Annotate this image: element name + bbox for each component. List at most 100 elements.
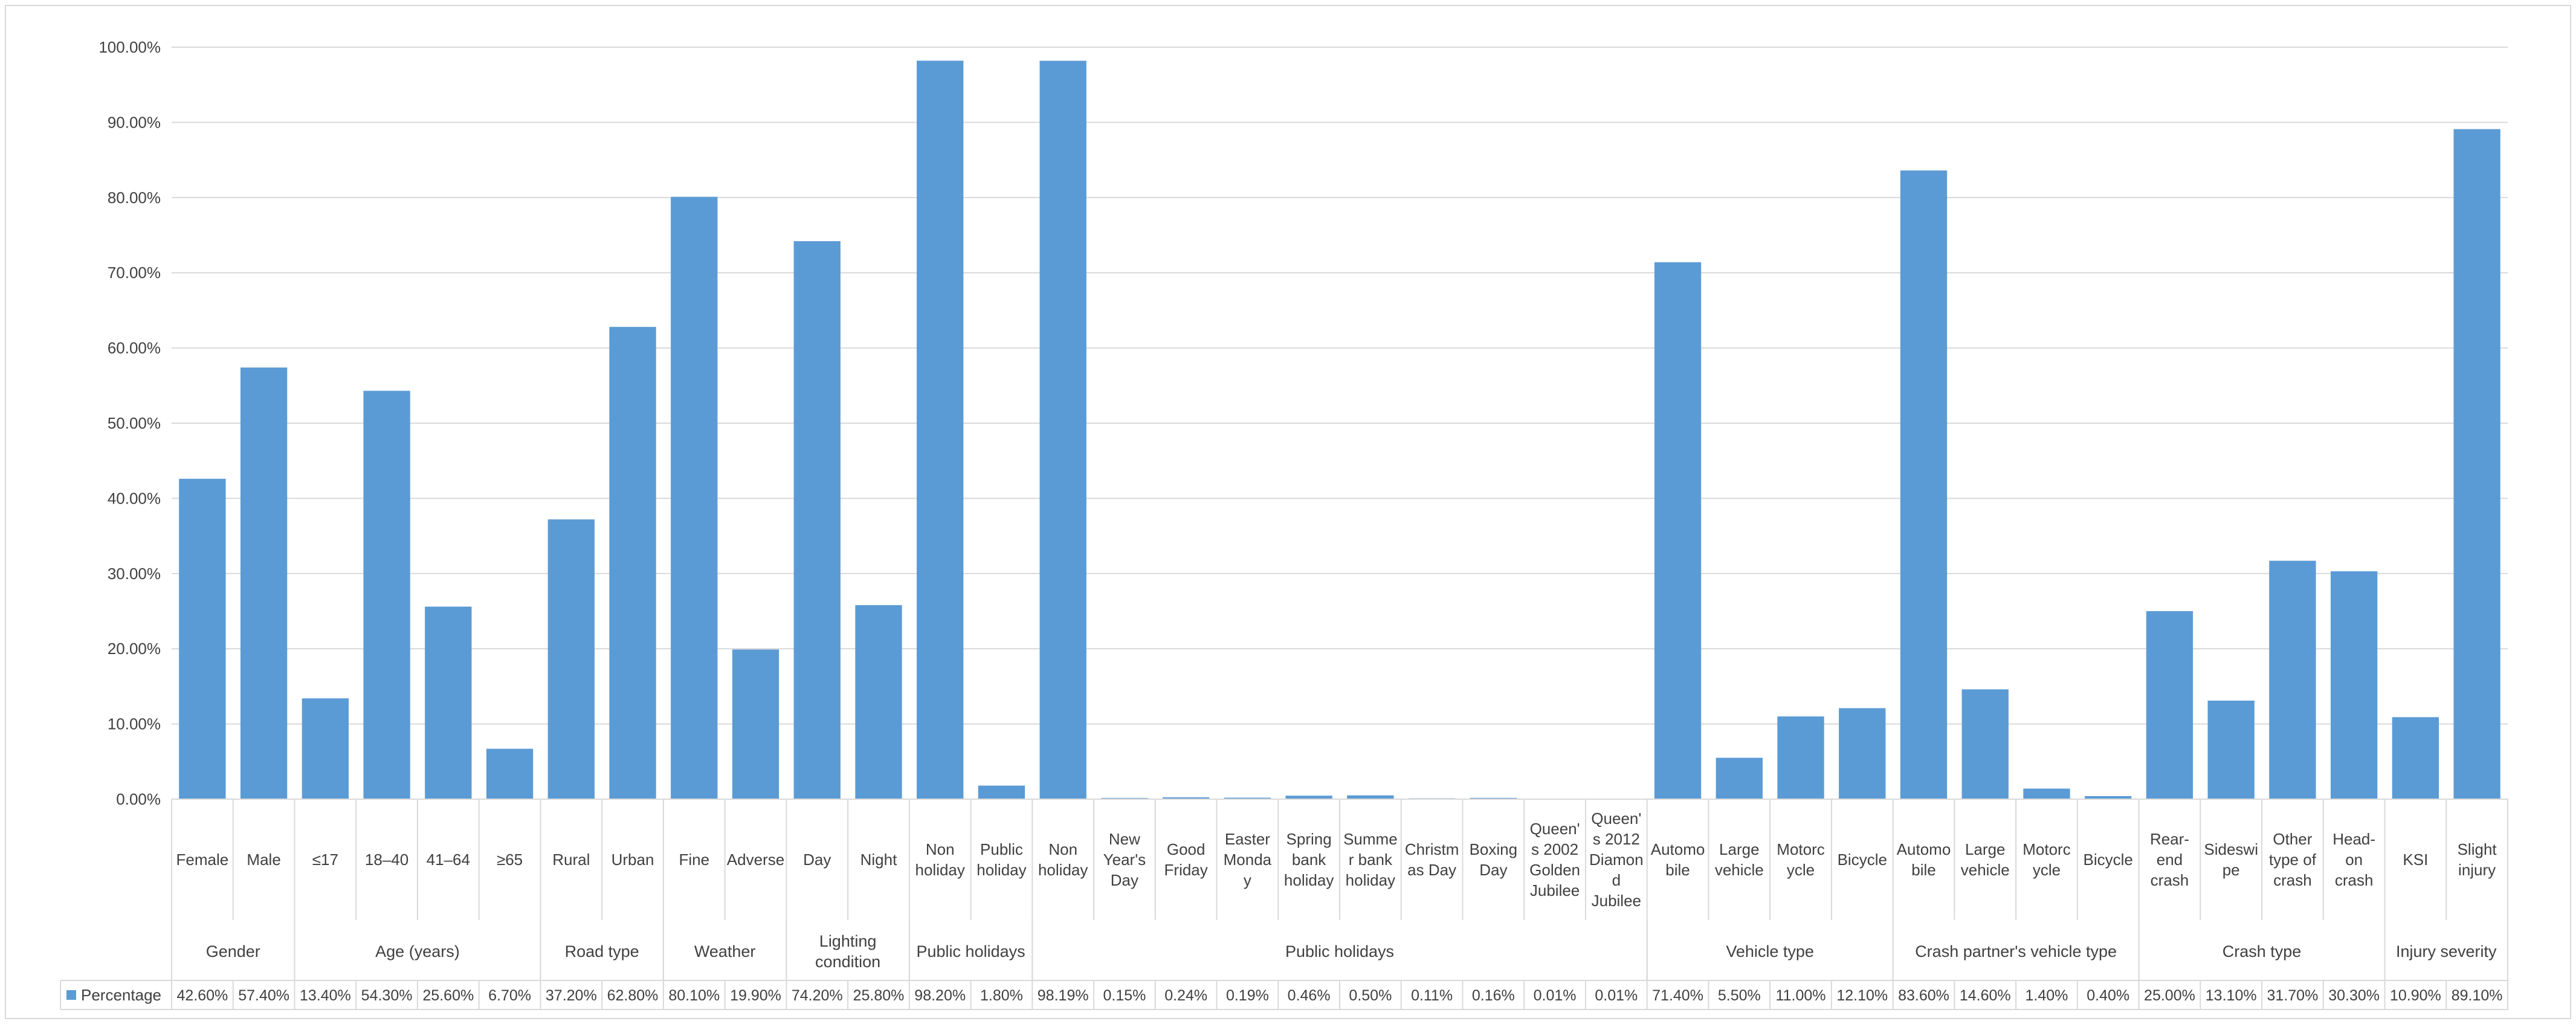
category-label: New [1109,830,1140,848]
group-label: Crash type [2223,942,2302,961]
category-label: pe [2223,861,2240,879]
bar [917,60,964,800]
category-label: vehicle [1715,861,1764,879]
table-value: 0.46% [1288,987,1331,1004]
category-label: Summe [1343,830,1398,848]
table-value: 1.40% [2026,987,2068,1004]
category-label: Rear- [2150,830,2189,848]
bar [1900,170,1948,799]
bar [302,698,349,799]
category-label: Large [1965,840,2006,858]
bar [855,605,902,799]
bar [425,606,472,799]
table-value: 10.90% [2390,987,2441,1004]
bar [2330,571,2378,799]
category-label: Good [1167,840,1206,858]
bar [2207,701,2255,799]
bar [1162,797,1210,799]
category-label: Female [176,851,229,869]
table-value: 0.40% [2087,987,2129,1004]
bar [2023,788,2070,799]
bar [2453,129,2500,800]
category-label: Queen' [1591,809,1641,828]
table-value: 0.01% [1595,987,1638,1004]
bar [1654,262,1702,799]
category-label: s 2002 [1531,840,1578,858]
group-label: Vehicle type [1726,942,1814,961]
category-label: Motorc [1777,840,1824,858]
table-value: 12.10% [1836,987,1888,1004]
category-label: Non [926,840,955,858]
table-value: 89.10% [2452,987,2503,1004]
group-label: Public holidays [1285,942,1394,961]
bar [609,326,656,799]
group-label: Gender [206,942,260,961]
category-label: Large [1719,840,1760,858]
table-value: 0.19% [1226,987,1269,1004]
table-value: 25.60% [422,987,474,1004]
table-value: 57.40% [238,987,289,1004]
y-tick-label: 100.00% [98,38,161,56]
y-tick-label: 90.00% [108,113,161,131]
bar [240,367,288,799]
category-label: Jubilee [1530,881,1580,899]
table-value: 74.20% [792,987,843,1004]
y-tick-label: 10.00% [108,715,161,733]
table-value: 54.30% [361,987,413,1004]
bar [547,519,595,799]
category-label: Spring [1286,830,1332,848]
y-tick-label: 50.00% [108,414,161,432]
y-tick-label: 20.00% [108,640,161,658]
bar [1839,708,1886,799]
y-tick-label: 0.00% [116,790,161,808]
group-label: Injury severity [2396,942,2497,961]
bar [486,748,534,799]
category-label: d [1612,871,1621,889]
bar [1285,796,1332,799]
group-label: Public holidays [917,942,1025,961]
bar [1716,757,1763,799]
category-label: KSI [2403,851,2428,869]
category-label: ycle [1787,861,1815,879]
table-value: 37.20% [546,987,597,1004]
group-label: Crash partner's vehicle type [1915,942,2117,961]
y-tick-label: 70.00% [108,264,161,282]
category-label: type of [2269,851,2317,869]
group-label: Age (years) [375,942,460,961]
bar [2392,717,2439,799]
table-value: 19.90% [730,987,781,1004]
category-label: Urban [612,851,654,869]
table-value: 83.60% [1898,987,1949,1004]
bar [179,479,226,799]
table-value: 0.16% [1472,987,1515,1004]
category-label: end [2157,851,2183,869]
category-label: bile [1665,861,1690,879]
legend-label: Percentage [81,986,161,1004]
category-label: bank [1292,851,1326,869]
group-label: Weather [694,942,756,961]
category-label: Sideswi [2204,840,2258,858]
table-value: 0.15% [1103,987,1146,1004]
bar [1039,60,1086,800]
category-label: holiday [1284,871,1334,889]
bar [732,649,780,799]
category-label: Automo [1651,840,1705,858]
bar [1347,795,1394,799]
category-label: Boxing [1470,840,1518,858]
table-value: 1.80% [980,987,1023,1004]
table-value: 6.70% [488,987,531,1004]
table-value: 5.50% [1718,987,1761,1004]
category-label: crash [2335,871,2374,889]
category-label: ycle [2033,861,2061,879]
bar-chart: 0.00% 10.00% 20.00% 30.00% 40.00% 50.00% 60.00… [60,38,2508,1010]
category-label: 18–40 [365,851,408,869]
category-label: Slight [2458,840,2497,858]
bar [1224,797,1271,799]
category-label: Non [1048,840,1077,858]
y-tick-label: 60.00% [108,339,161,357]
table-value: 62.80% [607,987,659,1004]
category-label: on [2345,851,2363,869]
category-label: r bank [1349,851,1393,869]
category-label: vehicle [1961,861,2010,879]
category-label: Christm [1405,840,1459,858]
